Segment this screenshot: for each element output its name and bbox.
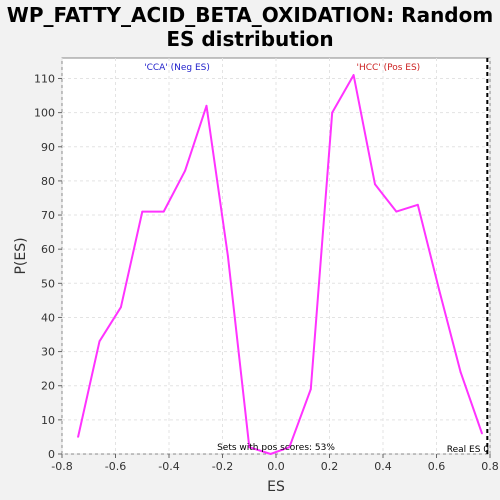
x-tick-label: -0.8 — [51, 460, 72, 473]
x-tick-label: -0.4 — [158, 460, 179, 473]
axis-ticks: -0.8 -0.6 -0.4 -0.2 0.0 0.2 0.4 0.6 0.8 0 10 20 30 40… — [34, 72, 499, 473]
data-point — [248, 446, 251, 449]
real-es-label: Real ES 0 — [447, 445, 490, 455]
y-tick-label: 100 — [34, 107, 55, 120]
data-point — [98, 340, 101, 343]
data-point — [119, 306, 122, 309]
x-tick-label: 0.0 — [267, 460, 285, 473]
x-tick-label: 0.4 — [374, 460, 392, 473]
y-tick-label: 10 — [41, 414, 55, 427]
y-tick-label: 30 — [41, 346, 55, 359]
y-tick-label: 110 — [34, 72, 55, 85]
data-point — [226, 255, 229, 257]
y-tick-label: 80 — [41, 175, 55, 188]
neg-es-annotation: 'CCA' (Neg ES) — [144, 63, 210, 73]
x-tick-label: 0.8 — [481, 460, 499, 473]
data-point — [459, 371, 462, 373]
y-axis-label: P(ES) — [13, 237, 29, 274]
grid — [61, 58, 491, 455]
x-tick-label: 0.6 — [428, 460, 446, 473]
data-point — [309, 388, 312, 391]
y-tick-label: 20 — [41, 380, 55, 393]
y-tick-label: 50 — [41, 277, 55, 290]
pos-es-annotation: 'HCC' (Pos ES) — [356, 63, 420, 73]
y-tick-label: 70 — [41, 209, 55, 222]
y-tick-label: 60 — [41, 243, 55, 256]
data-point — [184, 169, 186, 172]
data-point — [481, 432, 483, 435]
data-point — [162, 210, 165, 213]
data-point — [416, 203, 419, 206]
series-line — [77, 74, 483, 455]
data-point — [374, 183, 376, 186]
x-tick-label: 0.2 — [321, 460, 339, 473]
x-tick-label: -0.2 — [212, 460, 233, 473]
data-point — [288, 446, 291, 449]
data-point — [205, 104, 208, 107]
x-axis-label: ES — [267, 479, 285, 495]
series-layer — [77, 74, 483, 455]
data-point — [395, 210, 398, 213]
chart-title-line1: WP_FATTY_ACID_BETA_OXIDATION: Random — [7, 3, 493, 27]
y-tick-label: 0 — [48, 448, 55, 461]
y-tick-label: 40 — [41, 311, 55, 324]
data-point — [77, 436, 79, 438]
data-point — [331, 111, 334, 114]
chart-title-line2: ES distribution — [166, 27, 333, 51]
x-tick-label: -0.6 — [105, 460, 126, 473]
data-point — [269, 453, 272, 455]
pos-scores-footer: Sets with pos scores: 53% — [217, 443, 335, 453]
data-point — [352, 74, 355, 76]
data-point — [141, 210, 144, 213]
y-tick-label: 90 — [41, 141, 55, 154]
data-point — [438, 289, 441, 292]
